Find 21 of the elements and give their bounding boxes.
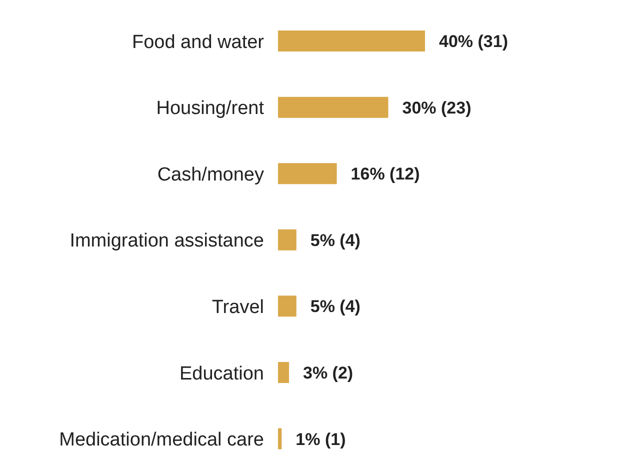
data-label: 5% (4) [310,297,360,316]
bar [278,229,296,250]
data-label: 30% (23) [402,98,472,118]
y-tick-label: Medication/medical care [59,430,264,451]
data-label: 5% (4) [310,230,360,250]
bar [278,163,337,184]
y-tick-label: Education [179,363,264,384]
bar [278,428,282,450]
bar [278,96,388,118]
y-tick-label: Food and water [132,32,265,53]
y-tick-label: Cash/money [157,164,264,186]
y-tick-label: Travel [212,297,264,318]
bar [278,296,296,317]
bar [278,30,425,52]
data-label: 1% (1) [296,430,346,449]
bar [278,362,290,383]
data-label: 16% (12) [350,164,420,184]
data-label: 3% (2) [303,364,354,382]
y-tick-label: Immigration assistance [70,230,264,252]
y-tick-label: Housing/rent [156,98,265,120]
data-label: 40% (31) [439,32,508,52]
